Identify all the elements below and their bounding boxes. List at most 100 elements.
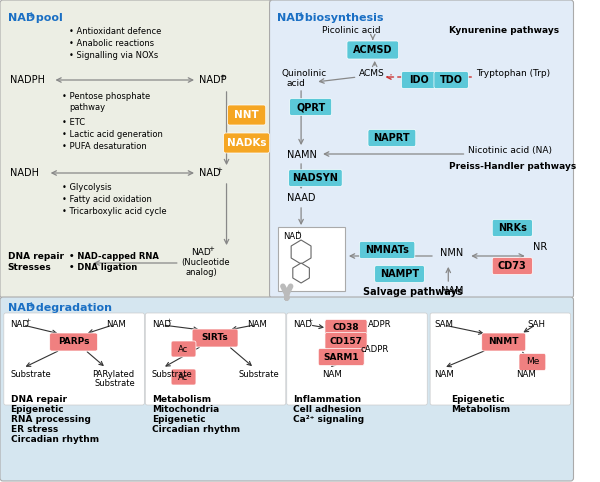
Text: +: + <box>295 230 301 235</box>
Text: • Pentose phosphate: • Pentose phosphate <box>62 92 151 101</box>
Text: Ac: Ac <box>178 373 188 381</box>
Text: Epigenetic: Epigenetic <box>152 415 206 424</box>
Text: cADPR: cADPR <box>361 346 389 354</box>
Text: NADKs: NADKs <box>227 138 266 148</box>
Text: biosynthesis: biosynthesis <box>301 13 383 23</box>
FancyBboxPatch shape <box>325 333 367 349</box>
Text: NADSYN: NADSYN <box>292 173 338 183</box>
Text: NAM: NAM <box>434 370 454 379</box>
FancyBboxPatch shape <box>318 348 364 365</box>
Text: degradation: degradation <box>32 303 112 313</box>
Text: Preiss-Handler pathways: Preiss-Handler pathways <box>449 162 577 171</box>
Text: • NAD-capped RNA: • NAD-capped RNA <box>69 252 158 261</box>
FancyBboxPatch shape <box>171 341 196 357</box>
Text: PARylated: PARylated <box>92 370 134 379</box>
Text: +: + <box>219 74 225 80</box>
FancyBboxPatch shape <box>492 219 532 237</box>
FancyBboxPatch shape <box>434 71 469 89</box>
Text: Substrate: Substrate <box>152 370 193 379</box>
Text: • Anabolic reactions: • Anabolic reactions <box>69 39 154 48</box>
Text: CD38: CD38 <box>332 323 359 333</box>
Text: +: + <box>28 11 34 20</box>
Text: ADPR: ADPR <box>368 320 392 329</box>
Text: Circadian rhythm: Circadian rhythm <box>152 425 240 434</box>
Text: pool: pool <box>32 13 62 23</box>
FancyBboxPatch shape <box>347 41 398 59</box>
FancyBboxPatch shape <box>227 105 266 125</box>
FancyBboxPatch shape <box>290 98 332 116</box>
Text: RNA processing: RNA processing <box>11 415 91 424</box>
Text: Circadian rhythm: Circadian rhythm <box>11 435 98 444</box>
FancyBboxPatch shape <box>4 313 145 405</box>
Text: PARPs: PARPs <box>58 337 89 347</box>
Text: NAD: NAD <box>199 168 220 178</box>
Text: Epigenetic: Epigenetic <box>451 395 505 404</box>
Text: acid: acid <box>287 79 305 88</box>
Text: ER stress: ER stress <box>11 425 58 434</box>
FancyBboxPatch shape <box>492 257 532 275</box>
Text: NADH: NADH <box>10 168 38 178</box>
Text: NAM: NAM <box>516 370 536 379</box>
Text: pathway: pathway <box>69 103 105 112</box>
Text: ACMSD: ACMSD <box>353 45 392 55</box>
Text: Cell adhesion: Cell adhesion <box>293 405 362 414</box>
Text: Substrate: Substrate <box>11 370 51 379</box>
Text: Stresses: Stresses <box>8 263 52 272</box>
FancyBboxPatch shape <box>0 297 574 481</box>
Text: Tryptophan (Trp): Tryptophan (Trp) <box>476 69 550 78</box>
Text: SARM1: SARM1 <box>323 352 359 362</box>
Text: • PUFA desaturation: • PUFA desaturation <box>62 142 147 151</box>
Text: • Signalling via NOXs: • Signalling via NOXs <box>69 51 158 60</box>
Text: +: + <box>28 301 34 310</box>
Text: SIRTs: SIRTs <box>202 334 229 343</box>
FancyBboxPatch shape <box>0 0 271 298</box>
Text: +: + <box>208 246 214 252</box>
Text: SAM: SAM <box>434 320 453 329</box>
Text: DNA repair: DNA repair <box>8 252 64 261</box>
Text: TDO: TDO <box>440 75 463 85</box>
Text: NRKs: NRKs <box>498 223 527 233</box>
FancyBboxPatch shape <box>325 320 367 336</box>
Text: Metabolism: Metabolism <box>152 395 211 404</box>
Text: NAM: NAM <box>440 286 463 296</box>
Text: NAPRT: NAPRT <box>374 133 410 143</box>
Text: CD73: CD73 <box>498 261 527 271</box>
Text: NAAD: NAAD <box>287 193 315 203</box>
Text: NAMPT: NAMPT <box>380 269 419 279</box>
FancyBboxPatch shape <box>359 241 415 258</box>
Text: DNA repair: DNA repair <box>11 395 67 404</box>
FancyBboxPatch shape <box>145 313 286 405</box>
Text: Epigenetic: Epigenetic <box>11 405 64 414</box>
Text: NADP: NADP <box>199 75 226 85</box>
FancyBboxPatch shape <box>289 170 342 187</box>
Text: Kynurenine pathways: Kynurenine pathways <box>449 26 559 35</box>
Text: NAD: NAD <box>283 232 302 241</box>
FancyBboxPatch shape <box>374 266 424 282</box>
Text: analog): analog) <box>185 268 217 277</box>
Text: QPRT: QPRT <box>296 102 325 112</box>
FancyBboxPatch shape <box>482 333 526 351</box>
Text: Substrate: Substrate <box>239 370 280 379</box>
FancyBboxPatch shape <box>519 353 546 371</box>
Text: Mitochondria: Mitochondria <box>152 405 219 414</box>
Text: Quinolinic: Quinolinic <box>282 69 327 78</box>
Text: • Fatty acid oxidation: • Fatty acid oxidation <box>62 195 152 204</box>
Text: • Tricarboxylic acid cycle: • Tricarboxylic acid cycle <box>62 207 167 216</box>
FancyBboxPatch shape <box>401 71 436 89</box>
FancyBboxPatch shape <box>278 227 345 291</box>
Text: CD157: CD157 <box>329 336 362 346</box>
Text: Salvage pathways: Salvage pathways <box>363 287 463 297</box>
FancyBboxPatch shape <box>269 0 574 298</box>
Text: NAM: NAM <box>322 370 342 379</box>
Text: +: + <box>216 167 222 173</box>
Text: NAMN: NAMN <box>287 150 317 160</box>
Text: +: + <box>25 318 30 323</box>
Text: • ETC: • ETC <box>62 118 85 127</box>
FancyBboxPatch shape <box>171 369 196 385</box>
Text: NADPH: NADPH <box>10 75 44 85</box>
Text: IDO: IDO <box>409 75 428 85</box>
Text: NAM: NAM <box>248 320 268 329</box>
FancyBboxPatch shape <box>192 329 238 347</box>
Text: +: + <box>308 318 313 323</box>
Text: NNMT: NNMT <box>488 337 519 347</box>
